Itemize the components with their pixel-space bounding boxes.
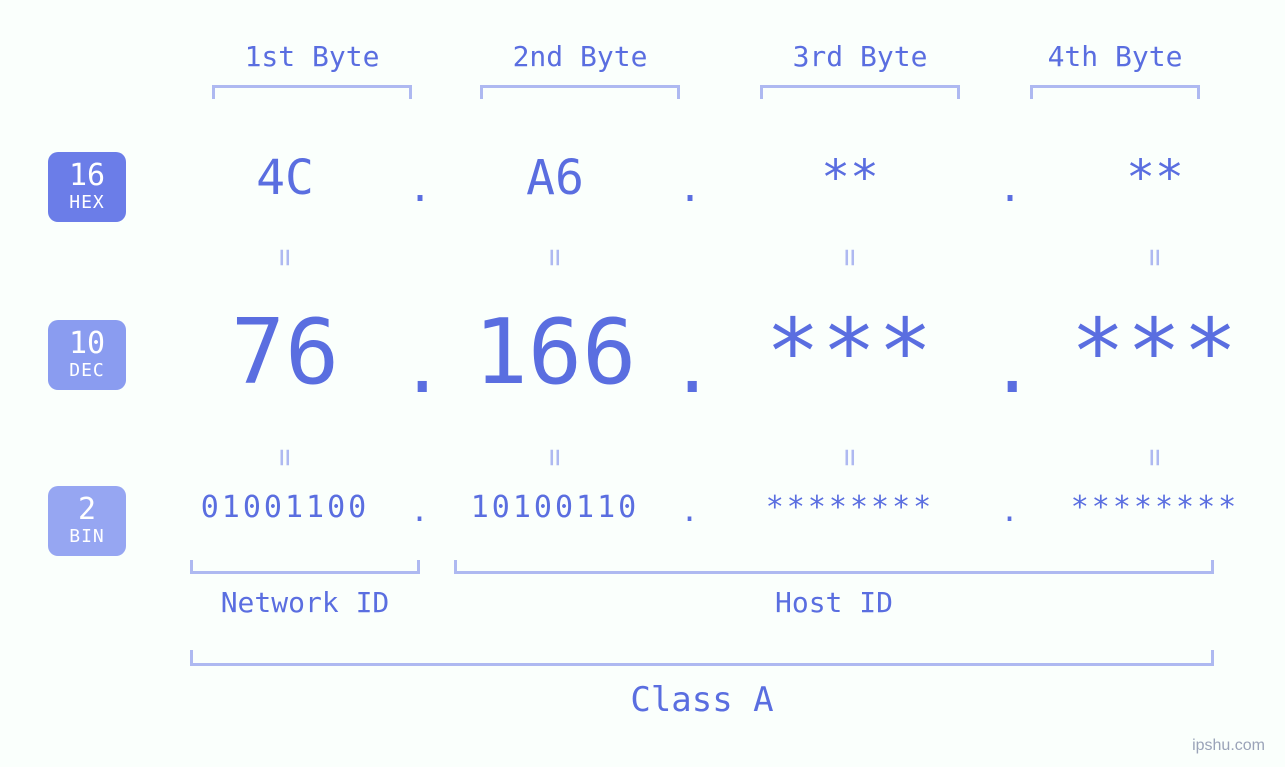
hex-byte-2: A6 [440, 150, 670, 206]
top-bracket-1 [212, 85, 412, 99]
byte-label-2: 2nd Byte [513, 40, 648, 73]
equals-icon: = [833, 448, 868, 466]
dot: . [990, 324, 1030, 410]
network-id-label: Network ID [190, 586, 420, 619]
top-bracket-2 [480, 85, 680, 99]
base-badge-dec: 10 DEC [48, 320, 126, 390]
class-label: Class A [190, 680, 1214, 720]
dec-byte-1: 76 [170, 300, 400, 405]
dot: . [670, 324, 710, 410]
equals-icon: = [538, 248, 573, 266]
dot: . [400, 324, 440, 410]
dot: . [990, 165, 1030, 211]
dot: . [670, 165, 710, 211]
base-num-dec: 10 [48, 328, 126, 360]
watermark: ipshu.com [1192, 737, 1265, 755]
hex-byte-4: ** [1030, 150, 1280, 206]
equals-icon: = [1138, 248, 1173, 266]
equals-row-2: = . = . = . = [170, 440, 1255, 475]
base-txt-dec: DEC [48, 362, 126, 381]
byte-label-4: 4th Byte [1048, 40, 1183, 73]
network-id-bracket [190, 560, 420, 574]
bin-byte-2: 10100110 [440, 490, 670, 525]
equals-icon: = [268, 448, 303, 466]
dec-byte-3: *** [710, 300, 990, 405]
equals-icon: = [1138, 448, 1173, 466]
bin-byte-3: ******** [710, 490, 990, 525]
top-bracket-3 [760, 85, 960, 99]
bin-byte-4: ******** [1030, 490, 1280, 525]
base-badge-hex: 16 HEX [48, 152, 126, 222]
hex-byte-1: 4C [170, 150, 400, 206]
byte-header-4: 4th Byte [1030, 40, 1200, 99]
hex-row: 4C . A6 . ** . ** [170, 150, 1255, 206]
equals-row-1: = . = . = . = [170, 240, 1255, 275]
base-num-bin: 2 [48, 494, 126, 526]
base-badge-bin: 2 BIN [48, 486, 126, 556]
host-id-label: Host ID [454, 586, 1214, 619]
dec-byte-2: 166 [440, 300, 670, 405]
equals-icon: = [833, 248, 868, 266]
host-id-bracket [454, 560, 1214, 574]
dot: . [990, 494, 1030, 529]
byte-header-3: 3rd Byte [760, 40, 960, 99]
bin-byte-1: 01001100 [170, 490, 400, 525]
dec-byte-4: *** [1030, 300, 1280, 405]
equals-icon: = [268, 248, 303, 266]
equals-icon: = [538, 448, 573, 466]
hex-byte-3: ** [710, 150, 990, 206]
byte-header-1: 1st Byte [212, 40, 412, 99]
top-bracket-4 [1030, 85, 1200, 99]
base-num-hex: 16 [48, 160, 126, 192]
ip-diagram: 1st Byte 2nd Byte 3rd Byte 4th Byte 16 H… [0, 0, 1285, 767]
byte-label-1: 1st Byte [245, 40, 380, 73]
dot: . [400, 494, 440, 529]
dot: . [670, 494, 710, 529]
base-txt-bin: BIN [48, 528, 126, 547]
byte-label-3: 3rd Byte [793, 40, 928, 73]
base-txt-hex: HEX [48, 194, 126, 213]
dec-row: 76 . 166 . *** . *** [170, 300, 1255, 405]
byte-header-2: 2nd Byte [480, 40, 680, 99]
class-bracket [190, 650, 1214, 666]
dot: . [400, 165, 440, 211]
bin-row: 01001100 . 10100110 . ******** . *******… [170, 490, 1255, 525]
